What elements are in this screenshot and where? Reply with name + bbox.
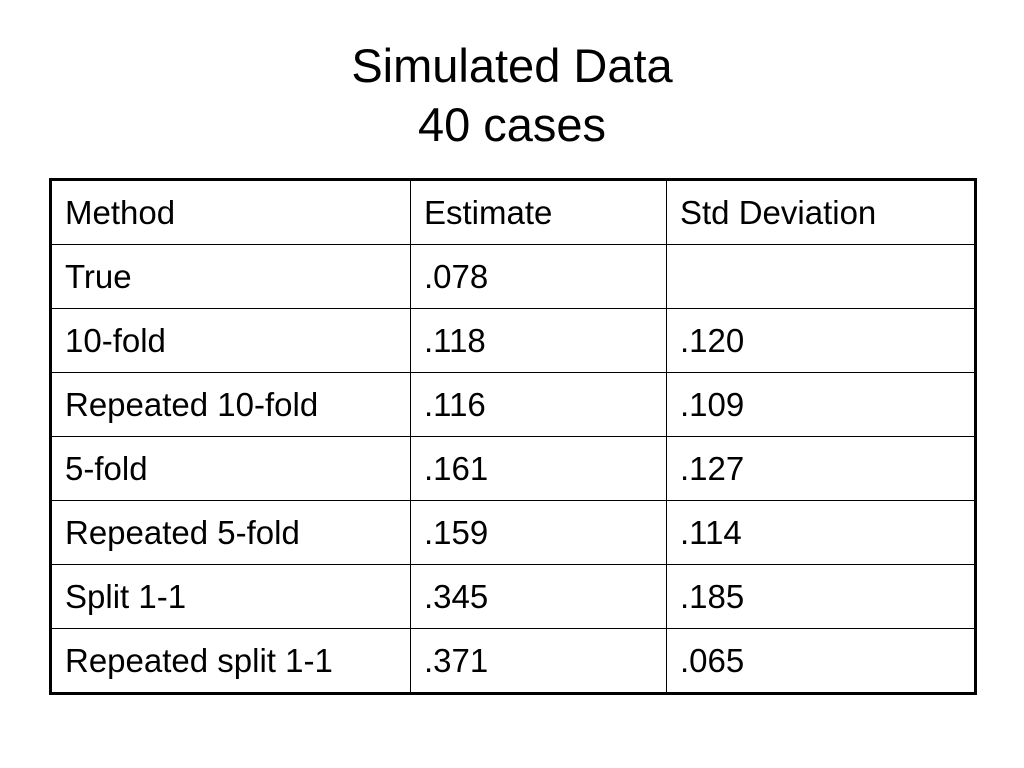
cell-estimate: .345 [410,564,667,629]
table-row: Repeated 5-fold .159 .114 [50,500,976,565]
cell-std-deviation: .120 [666,308,976,373]
slide-title-line-2: 40 cases [417,98,607,151]
cell-std-deviation [666,244,976,309]
cell-estimate: .159 [410,500,667,565]
cell-method: Repeated split 1-1 [50,628,411,694]
header-estimate: Estimate [410,179,667,245]
cell-estimate: .118 [410,308,667,373]
cell-estimate: .078 [410,244,667,309]
cell-estimate: .161 [410,436,667,501]
results-table: Method Estimate Std Deviation True .078 … [49,178,977,695]
table-row: Repeated 10-fold .116 .109 [50,372,976,437]
table-header-row: Method Estimate Std Deviation [50,179,976,245]
cell-method: 5-fold [50,436,411,501]
table-row: Split 1-1 .345 .185 [50,564,976,629]
slide-title-line-1: Simulated Data [351,39,673,92]
cell-method: True [50,244,411,309]
cell-method: Repeated 5-fold [50,500,411,565]
cell-std-deviation: .109 [666,372,976,437]
slide-title: Simulated Data 40 cases [0,36,1024,154]
cell-method: 10-fold [50,308,411,373]
table-row: Repeated split 1-1 .371 .065 [50,628,976,694]
header-method: Method [50,179,411,245]
header-std-deviation: Std Deviation [666,179,976,245]
cell-std-deviation: .185 [666,564,976,629]
cell-std-deviation: .114 [666,500,976,565]
cell-estimate: .371 [410,628,667,694]
table-row: True .078 [50,244,976,309]
table-row: 5-fold .161 .127 [50,436,976,501]
cell-method: Split 1-1 [50,564,411,629]
cell-method: Repeated 10-fold [50,372,411,437]
table-row: 10-fold .118 .120 [50,308,976,373]
cell-std-deviation: .065 [666,628,976,694]
cell-estimate: .116 [410,372,667,437]
cell-std-deviation: .127 [666,436,976,501]
